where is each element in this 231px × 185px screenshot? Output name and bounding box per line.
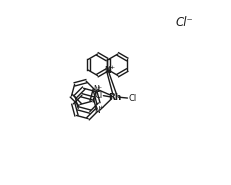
Text: N: N <box>103 66 109 75</box>
Text: Rh: Rh <box>108 93 121 102</box>
Text: N: N <box>105 66 111 75</box>
Text: +: + <box>107 65 112 70</box>
Text: N: N <box>92 85 98 94</box>
Text: +: + <box>98 105 103 110</box>
Text: Cl: Cl <box>94 91 102 100</box>
Text: +: + <box>109 65 114 70</box>
Text: Cl: Cl <box>128 94 136 102</box>
Text: Cl⁻: Cl⁻ <box>175 16 192 29</box>
Text: N: N <box>94 106 100 115</box>
Text: +: + <box>96 85 101 90</box>
